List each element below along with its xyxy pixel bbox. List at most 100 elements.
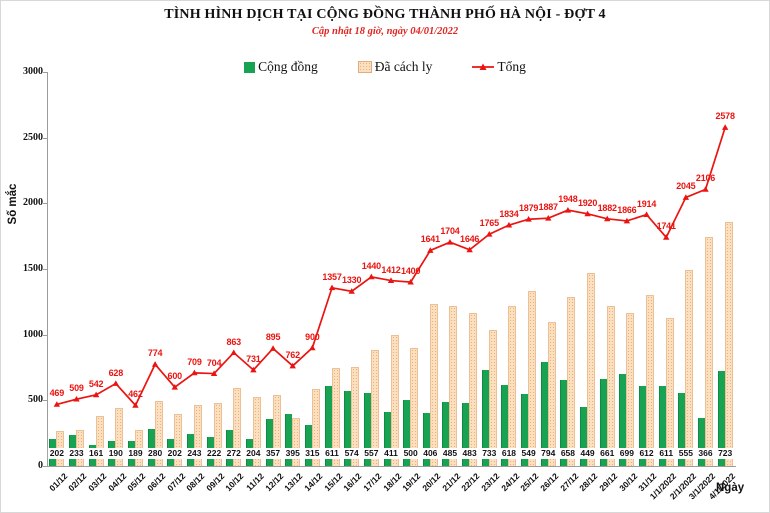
x-tick-label: 12/12 bbox=[263, 471, 286, 494]
community-value-label: 189 bbox=[126, 448, 145, 459]
x-tick-label: 30/12 bbox=[616, 471, 639, 494]
y-tick-mark bbox=[43, 72, 47, 73]
bar-cong-dong bbox=[403, 400, 411, 466]
x-tick-label: 01/12 bbox=[46, 471, 69, 494]
community-value-label: 449 bbox=[578, 448, 597, 459]
bar-da-cach-ly bbox=[469, 313, 478, 466]
total-value-label: 895 bbox=[265, 332, 281, 343]
community-value-label: 733 bbox=[480, 448, 499, 459]
bar-cong-dong bbox=[619, 374, 627, 466]
total-value-label: 709 bbox=[187, 356, 202, 367]
total-value-label: 1920 bbox=[577, 197, 598, 208]
bar-cong-dong bbox=[540, 361, 548, 466]
total-value-label: 1914 bbox=[636, 198, 657, 209]
community-value-label: 233 bbox=[67, 448, 86, 459]
total-value-label: 1400 bbox=[401, 266, 421, 277]
community-value-label: 661 bbox=[598, 448, 617, 459]
y-tick-mark bbox=[43, 203, 47, 205]
legend-item-tong: Tổng bbox=[472, 59, 526, 75]
y-tick-mark bbox=[43, 466, 47, 467]
x-tick-label: 07/12 bbox=[164, 471, 187, 494]
bar-cong-dong bbox=[481, 369, 489, 466]
total-value-label: 1741 bbox=[656, 221, 676, 232]
community-value-label: 618 bbox=[499, 448, 519, 459]
bar-cong-dong bbox=[363, 392, 371, 466]
community-value-label: 483 bbox=[460, 448, 479, 459]
bar-cong-dong bbox=[560, 379, 568, 466]
legend-label: Tổng bbox=[497, 59, 526, 74]
bar-cong-dong bbox=[285, 414, 293, 466]
bar-cong-dong bbox=[599, 379, 607, 466]
total-value-label: 1440 bbox=[361, 260, 381, 271]
total-value-label: 2578 bbox=[715, 111, 735, 122]
total-value-label: 2045 bbox=[676, 181, 696, 192]
bar-cong-dong bbox=[580, 407, 588, 466]
bar-da-cach-ly bbox=[488, 330, 497, 466]
community-value-label: 395 bbox=[283, 448, 302, 459]
x-tick-label: 03/12 bbox=[86, 471, 109, 494]
total-value-label: 863 bbox=[226, 336, 242, 347]
community-value-label: 612 bbox=[637, 448, 656, 459]
x-tick-label: 05/12 bbox=[125, 471, 148, 494]
total-value-label: 1882 bbox=[597, 202, 617, 213]
total-value-label: 731 bbox=[246, 353, 261, 364]
x-tick-label: 04/12 bbox=[105, 471, 128, 494]
x-tick-label: 06/12 bbox=[145, 471, 168, 494]
community-value-label: 406 bbox=[421, 448, 440, 459]
bar-da-cach-ly bbox=[685, 270, 694, 466]
plot-area bbox=[47, 72, 736, 467]
bar-cong-dong bbox=[521, 393, 529, 466]
bar-cong-dong bbox=[501, 384, 509, 466]
community-value-label: 549 bbox=[519, 448, 538, 459]
bar-da-cach-ly bbox=[606, 305, 615, 466]
total-value-label: 628 bbox=[108, 367, 124, 378]
bar-da-cach-ly bbox=[508, 306, 517, 466]
bar-da-cach-ly bbox=[587, 272, 596, 466]
bar-cong-dong bbox=[383, 412, 391, 466]
total-value-label: 774 bbox=[147, 348, 163, 359]
total-value-label: 542 bbox=[88, 378, 104, 389]
x-tick-label: 17/12 bbox=[361, 471, 384, 494]
community-value-label: 723 bbox=[716, 448, 735, 459]
x-tick-label: 08/12 bbox=[184, 471, 207, 494]
tan-pattern-square-icon bbox=[357, 61, 372, 73]
bar-da-cach-ly bbox=[292, 417, 301, 466]
bar-cong-dong bbox=[639, 385, 647, 466]
y-tick-label: 1500 bbox=[23, 263, 43, 274]
bar-cong-dong bbox=[422, 412, 430, 466]
community-value-label: 485 bbox=[440, 448, 460, 459]
y-tick-label: 3000 bbox=[23, 66, 43, 77]
total-value-label: 1646 bbox=[460, 233, 480, 244]
x-tick-label: 16/12 bbox=[341, 471, 364, 494]
bar-cong-dong bbox=[304, 424, 312, 466]
total-value-label: 469 bbox=[49, 388, 65, 399]
total-value-label: 509 bbox=[69, 383, 84, 394]
y-tick-label: 500 bbox=[28, 394, 43, 406]
x-tick-label: 15/12 bbox=[321, 471, 345, 494]
bar-cong-dong bbox=[147, 429, 155, 466]
x-tick-label: 24/12 bbox=[498, 471, 522, 494]
red-line-marker-icon bbox=[472, 63, 495, 70]
community-value-label: 202 bbox=[165, 448, 184, 459]
total-value-label: 1834 bbox=[499, 209, 519, 220]
x-tick-label: 13/12 bbox=[282, 471, 305, 494]
community-value-label: 555 bbox=[676, 448, 695, 459]
page-title: TÌNH HÌNH DỊCH TẠI CỘNG ĐỒNG THÀNH PHỐ H… bbox=[164, 7, 606, 22]
total-value-label: 1887 bbox=[538, 202, 558, 213]
community-value-label: 794 bbox=[539, 448, 558, 459]
bar-cong-dong bbox=[462, 402, 470, 466]
x-tick-label: 18/12 bbox=[380, 471, 404, 494]
community-value-label: 190 bbox=[106, 448, 125, 459]
x-tick-label: 27/12 bbox=[557, 471, 580, 494]
green-square-icon bbox=[244, 61, 256, 73]
bar-cong-dong bbox=[442, 402, 450, 466]
community-value-label: 357 bbox=[263, 448, 283, 459]
x-tick-label: 28/12 bbox=[577, 471, 600, 494]
legend-label: Cộng đồng bbox=[258, 59, 318, 74]
bar-da-cach-ly bbox=[665, 317, 674, 466]
y-tick-mark bbox=[43, 400, 47, 402]
x-tick-label: 11/12 bbox=[243, 471, 266, 493]
total-value-label: 600 bbox=[167, 371, 183, 382]
total-value-label: 1357 bbox=[322, 271, 342, 282]
y-tick-mark bbox=[43, 269, 47, 270]
